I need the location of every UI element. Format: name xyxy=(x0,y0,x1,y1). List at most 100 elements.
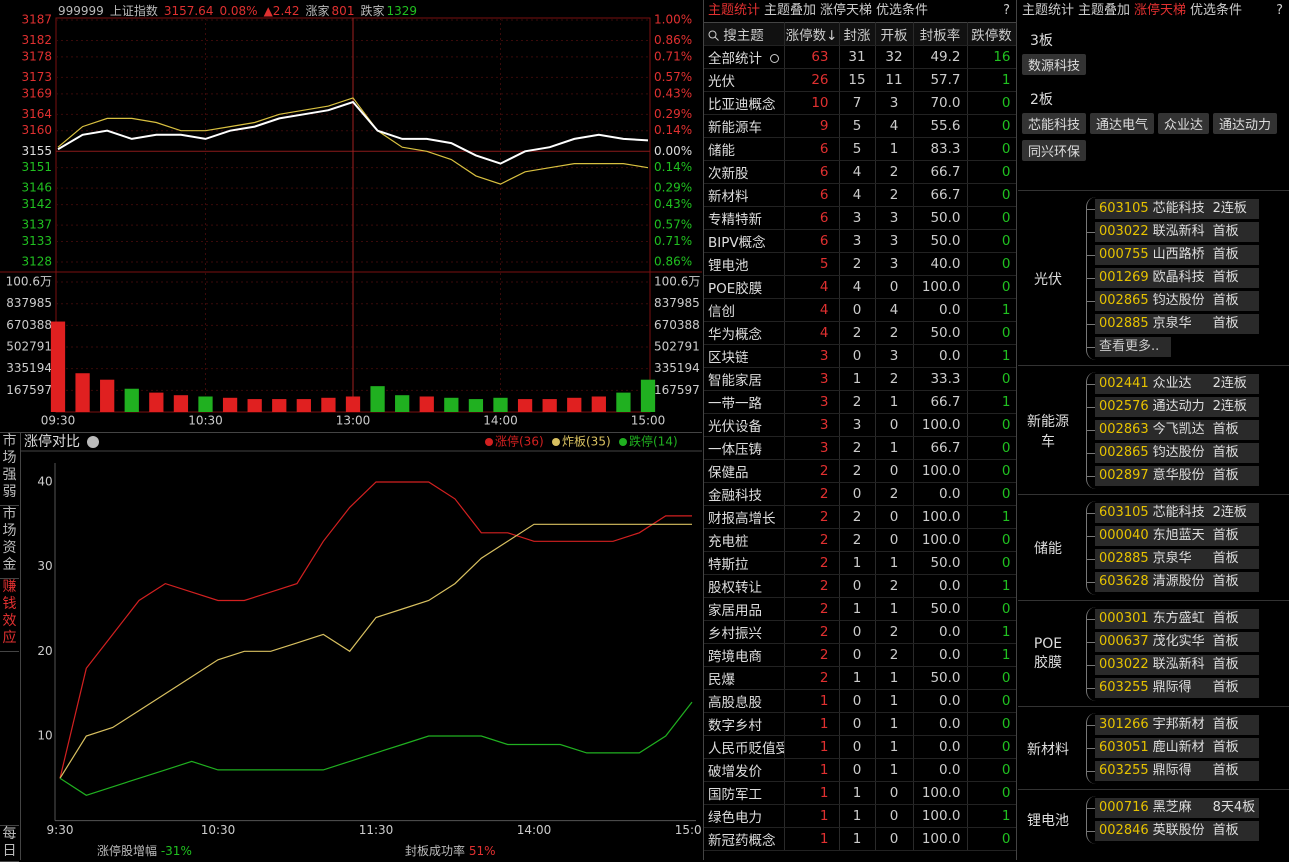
y-tick-label: 3133 xyxy=(21,234,52,248)
theme-row[interactable]: 特斯拉 2 1 1 50.0 0 xyxy=(704,551,1016,575)
theme-row[interactable]: 新材料 6 4 2 66.7 0 xyxy=(704,183,1016,207)
cell: 1 xyxy=(875,137,914,161)
theme-row[interactable]: 民爆 2 1 1 50.0 0 xyxy=(704,666,1016,690)
line xyxy=(59,481,692,779)
tab[interactable]: 主题叠加 xyxy=(1078,3,1131,18)
stock-button[interactable]: 通达动力 xyxy=(1213,113,1278,134)
cell: 2 xyxy=(784,551,840,575)
tab[interactable]: 市场资金 xyxy=(0,506,19,579)
theme-row[interactable]: 华为概念 4 2 2 50.0 0 xyxy=(704,321,1016,345)
cell: 新冠药概念 xyxy=(704,827,785,851)
theme-row[interactable]: 股权转让 2 0 2 0.0 1 xyxy=(704,574,1016,598)
stock[interactable]: 000040 东旭蓝天 首板 xyxy=(1087,526,1259,546)
col-header[interactable]: 封板率 xyxy=(913,22,968,46)
theme-row[interactable]: 绿色电力 1 1 0 100.0 1 xyxy=(704,804,1016,828)
search-icon xyxy=(708,30,719,41)
col-header[interactable]: 开板 xyxy=(875,22,914,46)
cell: 63 xyxy=(784,45,840,69)
theme-row[interactable]: BIPV概念 6 3 3 50.0 0 xyxy=(704,229,1016,253)
stock[interactable]: 603255 鼎际得 首板 xyxy=(1087,678,1259,698)
theme-row[interactable]: 锂电池 5 2 3 40.0 0 xyxy=(704,252,1016,276)
theme-row[interactable]: 智能家居 3 1 2 33.3 0 xyxy=(704,367,1016,391)
tab[interactable]: 涨停天梯 xyxy=(820,3,873,18)
cell: 民爆 xyxy=(704,666,785,690)
stock[interactable]: 603628 清源股份 首板 xyxy=(1087,572,1259,592)
stock[interactable]: 002885 京泉华 首板 xyxy=(1087,314,1259,334)
tab[interactable]: 主题统计 xyxy=(1022,3,1075,18)
theme-row[interactable]: 财报高增长 2 2 0 100.0 1 xyxy=(704,505,1016,529)
theme-row[interactable]: 次新股 6 4 2 66.7 0 xyxy=(704,160,1016,184)
stock[interactable]: 000637 茂化实华 首板 xyxy=(1087,632,1259,652)
stock[interactable]: 002885 京泉华 首板 xyxy=(1087,549,1259,569)
theme-row[interactable]: 充电桩 2 2 0 100.0 0 xyxy=(704,528,1016,552)
theme-row[interactable]: 人民币贬值受益1010.00 xyxy=(704,735,1016,759)
theme-row[interactable]: POE胶膜 4 4 0 100.0 0 xyxy=(704,275,1016,299)
theme-row[interactable]: 家居用品 2 1 1 50.0 0 xyxy=(704,597,1016,621)
theme-row[interactable]: 国防军工 1 1 0 100.0 0 xyxy=(704,781,1016,805)
stock[interactable]: 002865 钧达股份 首板 xyxy=(1087,291,1259,311)
theme-row[interactable]: 跨境电商 2 0 2 0.0 1 xyxy=(704,643,1016,667)
stock-button[interactable]: 数源科技 xyxy=(1022,54,1087,75)
theme-row[interactable]: 光伏设备 3 3 0 100.0 0 xyxy=(704,413,1016,437)
stock[interactable]: 002846 英联股份 首板 xyxy=(1087,821,1259,841)
tab[interactable]: 市场强弱 xyxy=(0,433,19,506)
y-tick-label: 40 xyxy=(37,475,52,489)
stock[interactable]: 001269 欧晶科技 首板 xyxy=(1087,268,1259,288)
theme-row[interactable]: 一体压铸 3 2 1 66.7 0 xyxy=(704,436,1016,460)
theme-row[interactable]: 光伏 26 15 11 57.7 1 xyxy=(704,68,1016,92)
col-header[interactable]: 封涨 xyxy=(839,22,876,46)
tab[interactable]: 每日 xyxy=(0,825,19,862)
theme-row[interactable]: 专精特新 6 3 3 50.0 0 xyxy=(704,206,1016,230)
stock[interactable]: 002897 意华股份 首板 xyxy=(1087,466,1259,486)
theme-row[interactable]: 一带一路 3 2 1 66.7 1 xyxy=(704,390,1016,414)
stock[interactable]: 000716 黑芝麻 8天4板 xyxy=(1087,798,1259,818)
stock-button[interactable]: 众业达 xyxy=(1158,113,1210,134)
more-button[interactable]: 查看更多.. xyxy=(1087,337,1171,357)
stock[interactable]: 003022 联泓新科 首板 xyxy=(1087,655,1259,675)
tab[interactable]: 优选条件 xyxy=(876,3,929,18)
help[interactable]: ? xyxy=(1276,3,1283,18)
theme-row[interactable]: 高股息股 1 0 1 0.0 0 xyxy=(704,689,1016,713)
cell: 7 xyxy=(839,91,876,115)
stock[interactable]: 000755 山西路桥 首板 xyxy=(1087,245,1259,265)
theme-row[interactable]: 比亚迪概念 10 7 3 70.0 0 xyxy=(704,91,1016,115)
theme-row[interactable]: 储能 6 5 1 83.3 0 xyxy=(704,137,1016,161)
search[interactable]: 搜主题 xyxy=(704,22,785,46)
theme-row[interactable]: 区块链 3 0 3 0.0 1 xyxy=(704,344,1016,368)
tab[interactable]: 涨停天梯 xyxy=(1134,3,1187,18)
stock[interactable]: 002441 众业达 2连板 xyxy=(1087,374,1259,394)
board: 首板 xyxy=(1212,468,1239,483)
quote-chart: 3187 1.00% 3182 0.86% 3178 0.71% 3173 0.57% 3169… xyxy=(0,13,702,428)
theme-row[interactable]: 保健品 2 2 0 100.0 0 xyxy=(704,459,1016,483)
stock[interactable]: 301266 宇邦新材 首板 xyxy=(1087,715,1259,735)
stock-button[interactable]: 芯能科技 xyxy=(1022,113,1087,134)
theme-row[interactable]: 数字乡村 1 0 1 0.0 0 xyxy=(704,712,1016,736)
help[interactable]: ? xyxy=(1003,3,1010,18)
col-header[interactable]: 跌停数 xyxy=(967,22,1016,46)
stock[interactable]: 002576 通达动力 2连板 xyxy=(1087,397,1259,417)
stock-button[interactable]: 同兴环保 xyxy=(1022,140,1087,161)
stock-name: 山西路桥 xyxy=(1152,247,1205,262)
tab[interactable]: 赚钱效应 xyxy=(0,579,19,652)
stock[interactable]: 603105 芯能科技 2连板 xyxy=(1087,503,1259,523)
tab[interactable]: 主题叠加 xyxy=(764,3,817,18)
stock[interactable]: 003022 联泓新科 首板 xyxy=(1087,222,1259,242)
theme-row[interactable]: 新冠药概念 1 1 0 100.0 0 xyxy=(704,827,1016,851)
theme-row[interactable]: 金融科技 2 0 2 0.0 0 xyxy=(704,482,1016,506)
stock[interactable]: 002865 钧达股份 首板 xyxy=(1087,443,1259,463)
tab[interactable]: 优选条件 xyxy=(1190,3,1243,18)
theme-row[interactable]: 破增发价 1 0 1 0.0 0 xyxy=(704,758,1016,782)
tab[interactable]: 主题统计 xyxy=(708,3,761,18)
theme-row[interactable]: 全部统计 63 31 32 49.2 16 xyxy=(704,45,1016,69)
col-header[interactable]: 涨停数↓ xyxy=(784,22,840,46)
theme-row[interactable]: 信创 4 0 4 0.0 1 xyxy=(704,298,1016,322)
stock-button[interactable]: 通达电气 xyxy=(1090,113,1155,134)
theme-row[interactable]: 新能源车 9 5 4 55.6 0 xyxy=(704,114,1016,138)
stock[interactable]: 603255 鼎际得 首板 xyxy=(1087,761,1259,781)
stock[interactable]: 002863 今飞凯达 首板 xyxy=(1087,420,1259,440)
theme-row[interactable]: 乡村振兴 2 0 2 0.0 1 xyxy=(704,620,1016,644)
stock[interactable]: 603105 芯能科技 2连板 xyxy=(1087,199,1259,219)
cell: 3 xyxy=(839,229,876,253)
stock[interactable]: 000301 东方盛虹 首板 xyxy=(1087,609,1259,629)
stock[interactable]: 603051 鹿山新材 首板 xyxy=(1087,738,1259,758)
